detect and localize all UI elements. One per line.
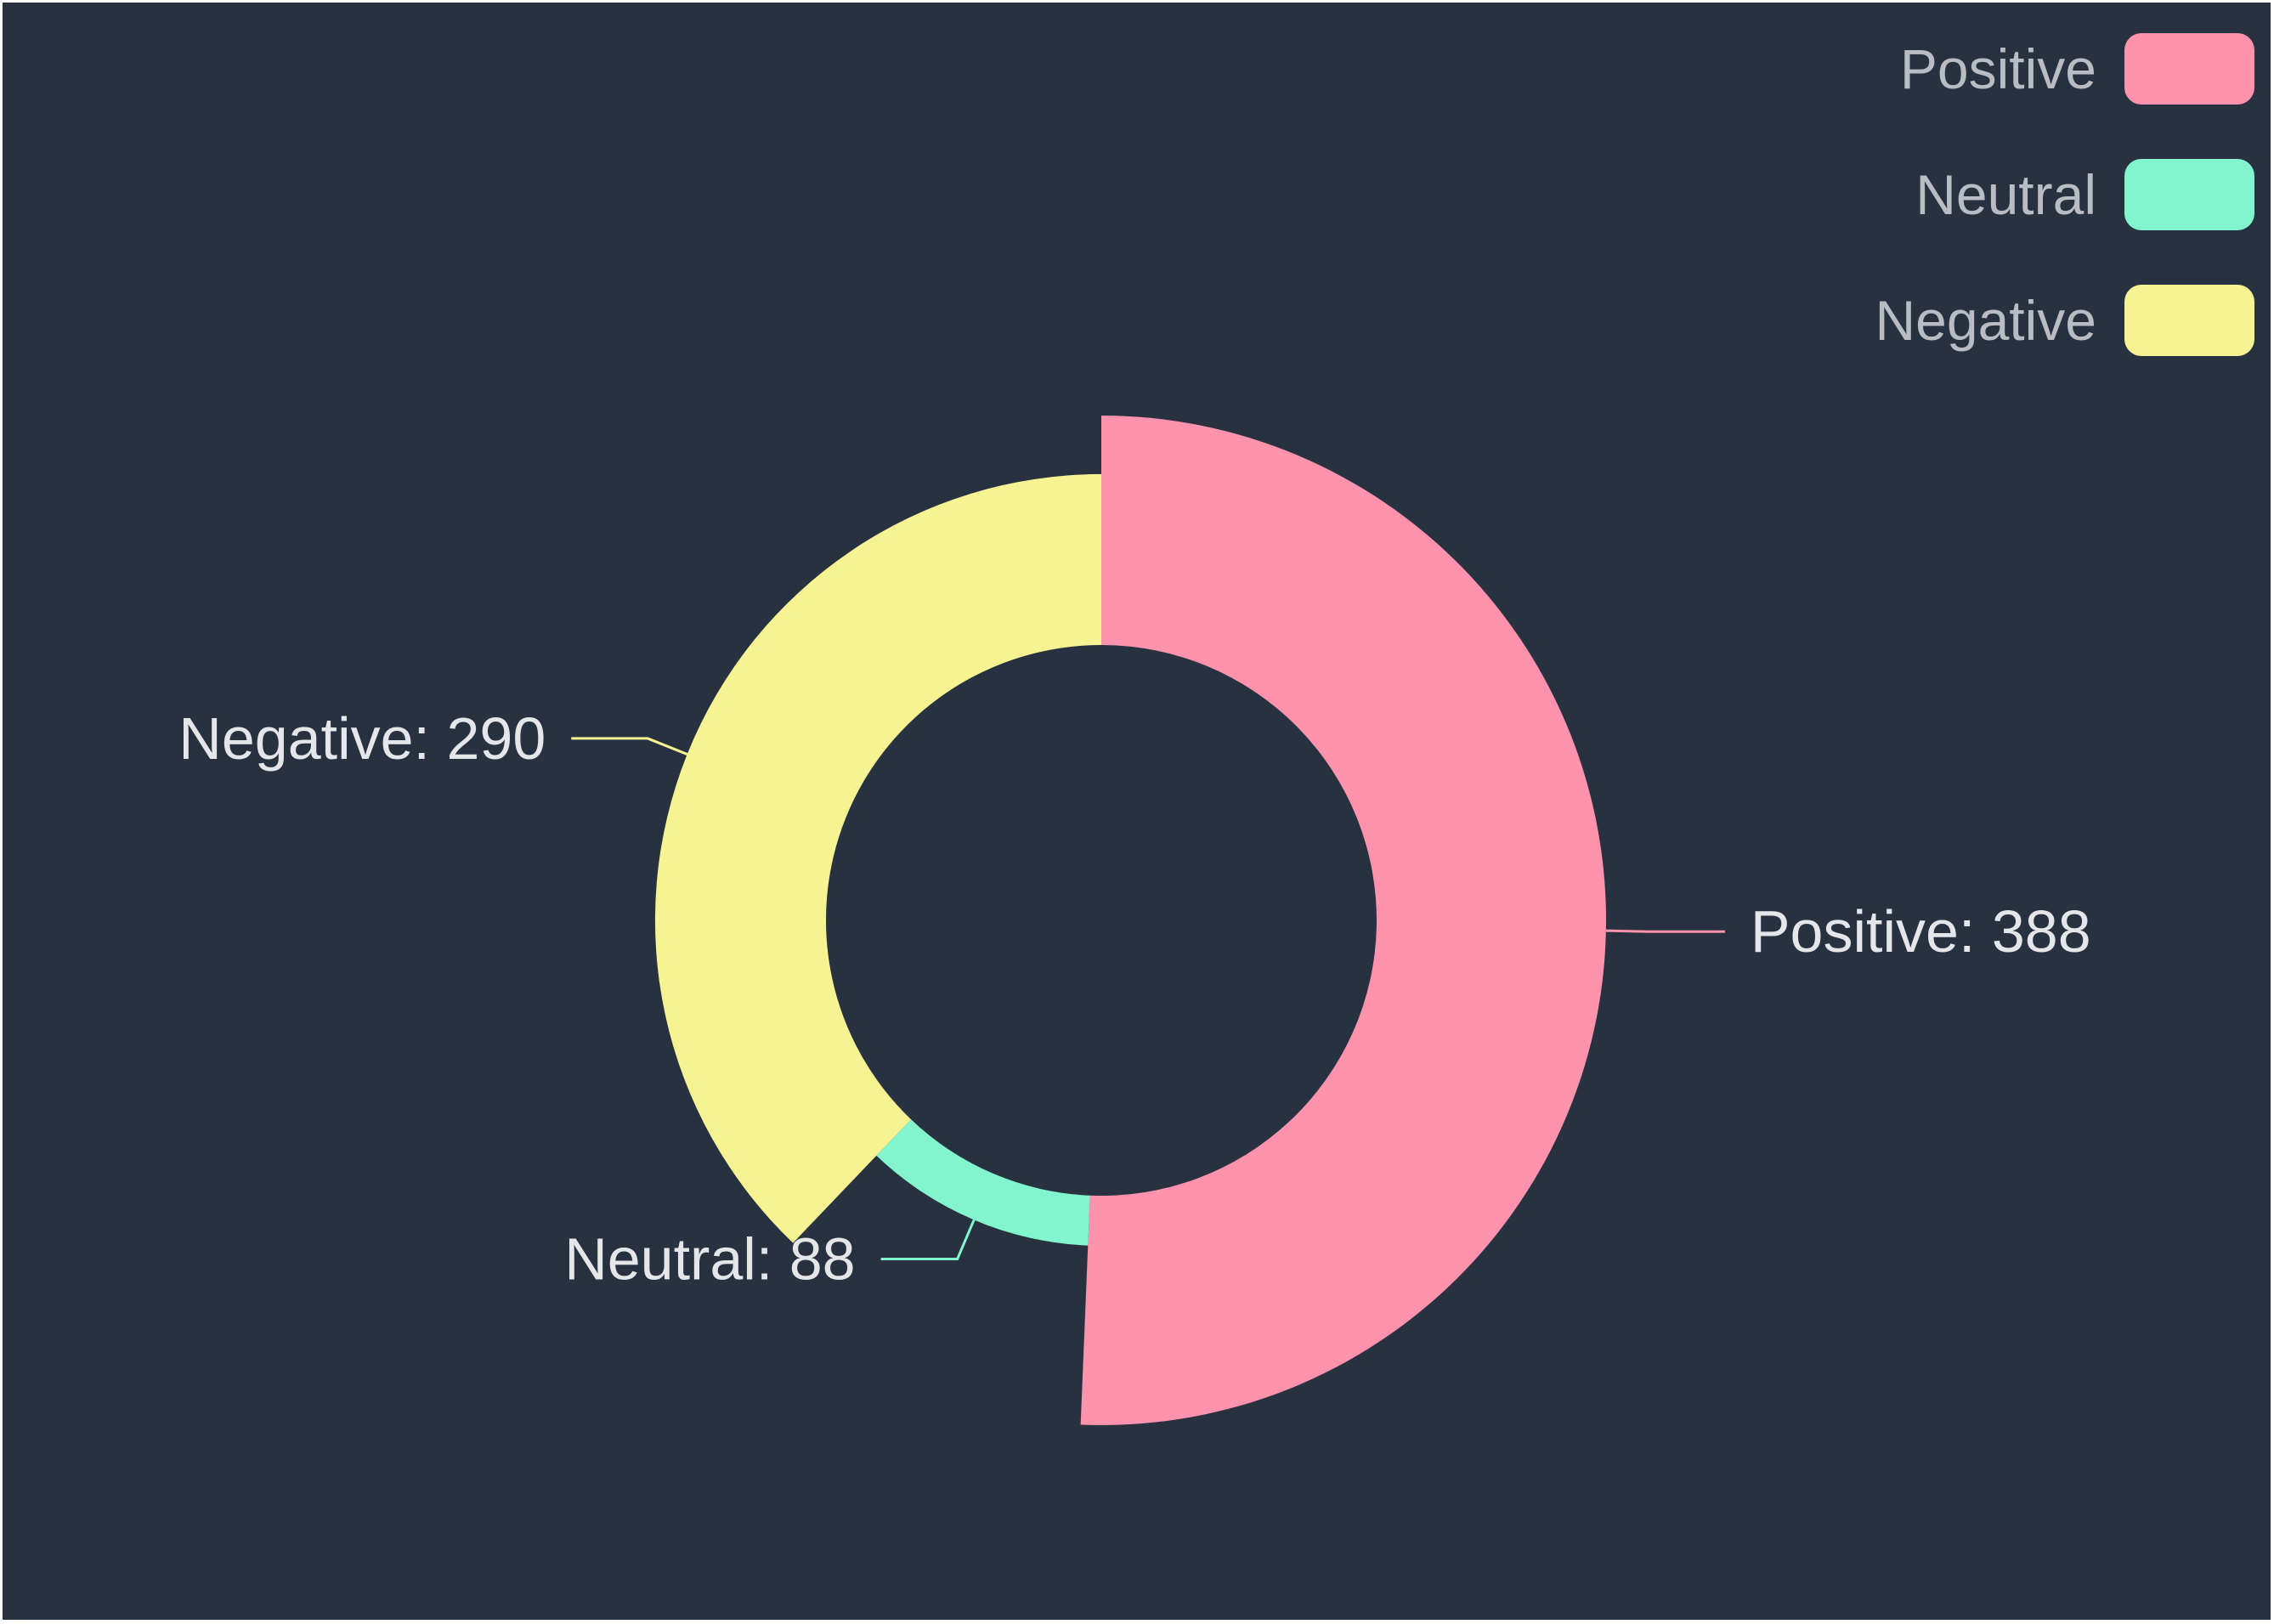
- slices-group: [654, 416, 1606, 1425]
- data-labels-group: Positive: 388 Neutral: 88 Negative: 290: [178, 705, 2090, 1293]
- legend-swatch-negative: [2124, 285, 2254, 356]
- legend-item-positive[interactable]: Positive: [1900, 33, 2254, 105]
- leader-lines-group: [571, 737, 1725, 1260]
- legend-swatch-neutral: [2124, 159, 2254, 230]
- legend-label-neutral: Neutral: [1915, 163, 2096, 226]
- legend-item-neutral[interactable]: Neutral: [1915, 159, 2254, 230]
- legend: Positive Neutral Negative: [1875, 33, 2255, 356]
- chart-container: Positive: 388 Neutral: 88 Negative: 290 Po…: [3, 3, 2271, 1620]
- data-label-negative: Negative: 290: [178, 705, 546, 772]
- leader-line-neutral: [880, 1219, 976, 1260]
- leader-line-negative: [571, 737, 688, 755]
- legend-label-negative: Negative: [1875, 289, 2097, 352]
- legend-swatch-positive: [2124, 33, 2254, 105]
- slice-neutral[interactable]: [876, 1119, 1090, 1246]
- data-label-neutral: Neutral: 88: [564, 1225, 855, 1292]
- legend-label-positive: Positive: [1900, 37, 2096, 100]
- data-label-positive: Positive: 388: [1751, 898, 2091, 965]
- legend-item-negative[interactable]: Negative: [1875, 285, 2255, 356]
- rose-donut-chart: Positive: 388 Neutral: 88 Negative: 290 Po…: [178, 33, 2255, 1425]
- slice-positive[interactable]: [1080, 416, 1606, 1425]
- slice-negative[interactable]: [654, 473, 1101, 1243]
